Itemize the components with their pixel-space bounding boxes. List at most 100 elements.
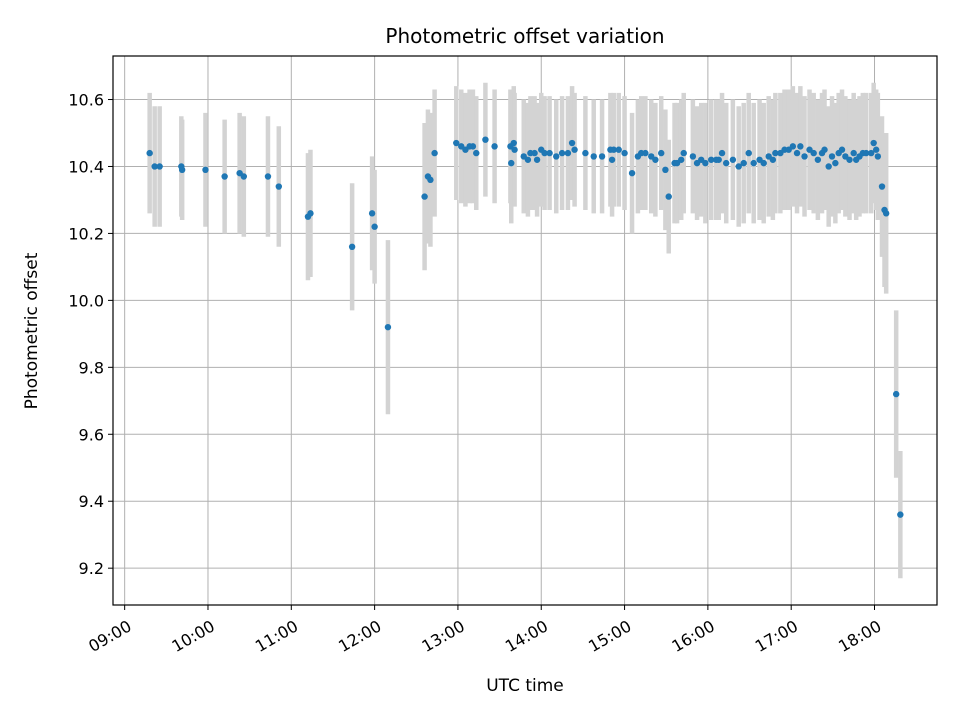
data-points xyxy=(146,136,904,518)
plot-area-frame xyxy=(112,55,938,606)
data-point xyxy=(590,153,597,160)
data-point xyxy=(151,163,158,170)
data-point xyxy=(760,159,767,167)
data-point xyxy=(541,149,548,157)
data-point xyxy=(568,139,576,147)
data-point xyxy=(621,149,628,157)
data-point xyxy=(735,163,742,170)
y-tick-label: 9.8 xyxy=(79,358,104,377)
data-point xyxy=(558,149,566,157)
data-point xyxy=(850,149,857,157)
data-point xyxy=(878,183,886,190)
data-point xyxy=(832,159,839,167)
data-point xyxy=(240,173,248,180)
data-point xyxy=(510,139,517,147)
data-point xyxy=(511,146,518,153)
data-point xyxy=(769,156,777,163)
y-tick-label: 10.2 xyxy=(68,224,104,243)
data-point xyxy=(828,153,836,160)
data-point xyxy=(473,149,480,157)
y-tick-label: 10.4 xyxy=(68,157,104,176)
data-point xyxy=(867,149,875,157)
data-point xyxy=(482,136,489,143)
data-point xyxy=(814,156,822,163)
data-point xyxy=(793,149,801,157)
data-point xyxy=(680,149,687,157)
data-point xyxy=(431,149,438,157)
data-point xyxy=(652,156,659,163)
data-point xyxy=(729,156,737,163)
data-point xyxy=(608,156,616,163)
data-point xyxy=(421,193,428,200)
data-point xyxy=(615,146,622,153)
y-tick-label: 10.0 xyxy=(68,291,104,310)
data-point xyxy=(740,159,747,167)
data-point xyxy=(810,149,817,157)
data-point xyxy=(745,149,752,157)
data-point xyxy=(658,149,665,157)
data-point xyxy=(564,149,572,157)
data-point xyxy=(453,139,460,147)
data-point xyxy=(508,159,515,167)
data-point xyxy=(202,166,209,174)
data-point xyxy=(546,149,553,157)
data-point xyxy=(797,143,804,150)
data-point xyxy=(582,149,589,157)
data-point xyxy=(665,193,672,200)
data-point xyxy=(750,159,757,167)
data-point xyxy=(178,166,186,174)
data-point xyxy=(427,176,434,184)
data-point xyxy=(533,156,541,163)
data-point xyxy=(662,166,669,174)
data-point xyxy=(862,149,870,157)
data-point xyxy=(156,163,163,170)
data-point xyxy=(469,143,477,150)
data-point xyxy=(348,243,356,251)
y-axis-ticks: 9.2 9.4 9.6 9.8 10.0 10.2 10.4 10.6 xyxy=(68,91,113,578)
data-point xyxy=(264,173,272,180)
data-point xyxy=(642,149,649,157)
data-point xyxy=(689,153,697,160)
data-point xyxy=(772,149,779,157)
data-point xyxy=(874,153,882,160)
data-point xyxy=(892,390,900,398)
data-point xyxy=(275,183,282,190)
data-point xyxy=(870,139,877,147)
data-point xyxy=(715,156,722,163)
data-point xyxy=(384,323,392,331)
y-axis-title: Photometric offset xyxy=(22,252,42,409)
data-point xyxy=(872,146,880,153)
data-point xyxy=(789,143,797,150)
y-tick-label: 9.4 xyxy=(79,492,104,511)
y-tick-label: 9.6 xyxy=(79,425,104,444)
data-point xyxy=(708,156,715,163)
data-point xyxy=(610,146,617,153)
data-point xyxy=(825,163,832,170)
data-point xyxy=(801,153,808,160)
data-point xyxy=(221,173,228,180)
data-point xyxy=(723,159,730,167)
data-point xyxy=(718,149,726,157)
data-point xyxy=(821,146,828,153)
data-point xyxy=(371,223,378,230)
data-point xyxy=(598,153,606,160)
x-axis-title: UTC time xyxy=(486,676,564,696)
chart-title: Photometric offset variation xyxy=(385,24,664,48)
data-point xyxy=(146,149,153,157)
data-point xyxy=(678,156,685,163)
data-point xyxy=(882,210,890,217)
y-tick-label: 9.2 xyxy=(79,559,104,578)
data-point xyxy=(897,511,904,518)
y-tick-label: 10.6 xyxy=(68,91,104,110)
data-point xyxy=(846,156,853,163)
data-point xyxy=(838,146,846,153)
data-point xyxy=(368,210,376,217)
data-point xyxy=(531,149,538,157)
data-point xyxy=(702,159,709,167)
data-point xyxy=(524,156,532,163)
data-point xyxy=(571,146,578,153)
data-point xyxy=(553,153,560,160)
data-point xyxy=(491,143,498,150)
data-point xyxy=(307,210,314,217)
